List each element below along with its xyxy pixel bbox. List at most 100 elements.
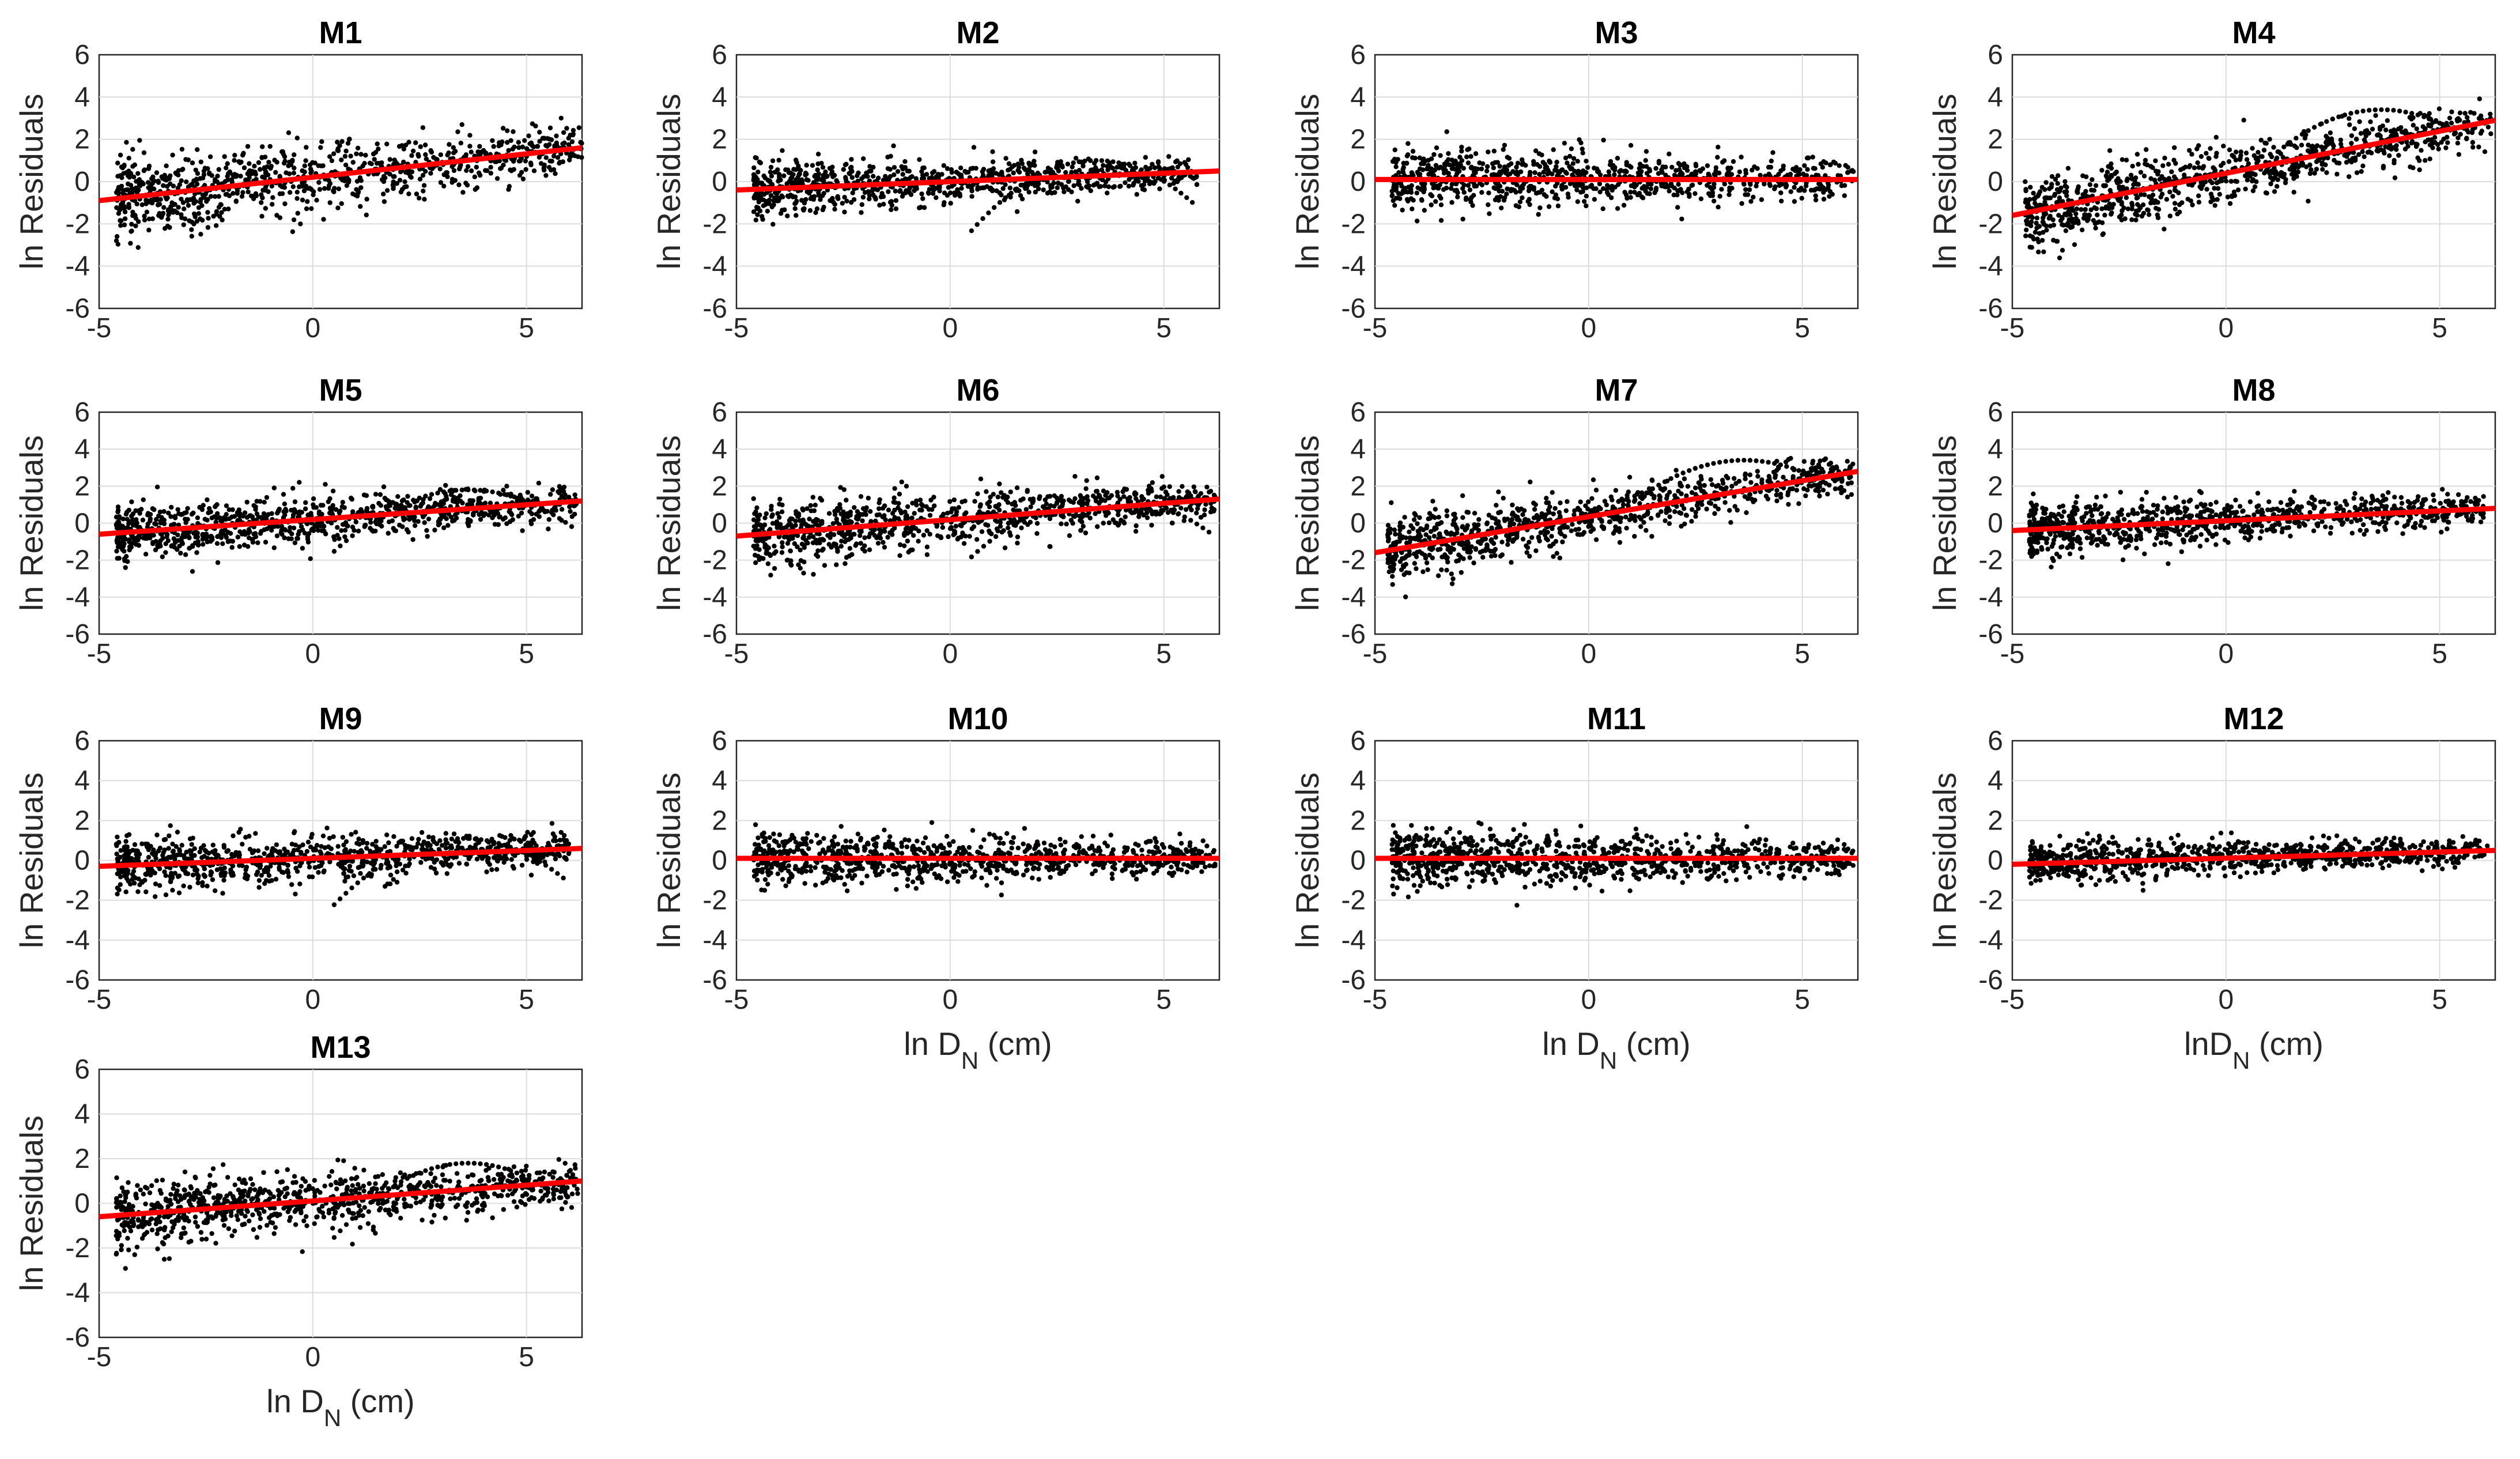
scatter-point — [2036, 249, 2041, 255]
scatter-point — [2403, 110, 2408, 115]
scatter-point — [115, 504, 121, 510]
scatter-point — [464, 168, 469, 173]
scatter-point — [1404, 197, 1410, 202]
scatter-point — [810, 163, 815, 168]
scatter-point — [925, 190, 931, 195]
scatter-point — [1550, 189, 1555, 194]
scatter-point — [1430, 181, 1435, 186]
scatter-point — [753, 193, 758, 198]
scatter-point — [886, 176, 891, 182]
scatter-point — [569, 524, 575, 529]
y-tick-label: 0 — [712, 167, 727, 197]
scatter-point — [959, 186, 964, 191]
scatter-point — [1417, 166, 1423, 171]
scatter-point — [321, 217, 326, 222]
scatter-point — [788, 170, 793, 176]
scatter-point — [472, 174, 477, 179]
scatter-point — [2196, 165, 2202, 170]
scatter-point — [477, 144, 482, 149]
scatter-point — [760, 214, 765, 219]
scatter-point — [811, 572, 816, 577]
scatter-point — [2063, 228, 2069, 233]
scatter-point — [491, 144, 496, 149]
scatter-point — [1690, 182, 1695, 188]
scatter-point — [1576, 168, 1581, 174]
scatter-point — [237, 529, 243, 534]
scatter-point — [165, 217, 171, 222]
scatter-point — [479, 510, 484, 515]
scatter-point — [1574, 181, 1580, 186]
scatter-point — [944, 166, 950, 171]
scatter-point — [300, 184, 305, 189]
scatter-point — [891, 165, 897, 170]
scatter-point — [308, 556, 313, 561]
scatter-point — [1008, 194, 1013, 200]
scatter-point — [129, 514, 134, 519]
scatter-point — [253, 191, 259, 197]
scatter-point — [2212, 166, 2217, 172]
scatter-point — [2409, 139, 2415, 144]
scatter-point — [1170, 165, 1175, 171]
scatter-point — [919, 191, 924, 197]
scatter-point — [905, 504, 910, 510]
scatter-point — [427, 496, 433, 502]
scatter-point — [454, 515, 459, 521]
scatter-point — [2131, 182, 2136, 187]
scatter-point — [392, 506, 398, 511]
scatter-point — [319, 139, 324, 144]
scatter-point — [2380, 123, 2385, 129]
scatter-point — [1768, 164, 1774, 170]
scatter-point — [937, 184, 942, 190]
scatter-point — [508, 167, 513, 172]
scatter-point — [1643, 188, 1648, 194]
scatter-point — [549, 159, 554, 164]
scatter-point — [2255, 157, 2260, 162]
scatter-point — [423, 152, 428, 157]
scatter-point — [823, 169, 828, 175]
scatter-point — [2375, 133, 2380, 138]
scatter-point — [2245, 178, 2250, 183]
scatter-point — [1577, 137, 1582, 142]
scatter-point — [184, 179, 189, 184]
scatter-point — [229, 545, 235, 550]
scatter-point — [2408, 164, 2413, 169]
scatter-point — [1497, 164, 1502, 169]
scatter-point — [1453, 159, 1458, 164]
scatter-point — [2289, 167, 2294, 172]
scatter-point — [2381, 164, 2386, 169]
scatter-point — [441, 525, 447, 530]
scatter-point — [2230, 153, 2235, 158]
scatter-point — [542, 164, 547, 169]
scatter-point — [122, 204, 127, 209]
scatter-point — [2470, 145, 2476, 150]
scatter-point — [441, 172, 447, 178]
scatter-point — [247, 175, 252, 180]
y-tick-label: 6 — [74, 397, 90, 428]
scatter-point — [405, 493, 410, 499]
scatter-point — [320, 522, 325, 527]
scatter-point — [391, 526, 396, 531]
scatter-point — [919, 176, 925, 182]
scatter-point — [761, 197, 766, 203]
scatter-point — [537, 130, 542, 135]
scatter-point — [1553, 183, 1558, 189]
scatter-point — [452, 178, 458, 183]
scatter-point — [1180, 484, 1185, 489]
scatter-point — [2443, 145, 2449, 150]
scatter-point — [1810, 154, 1815, 160]
scatter-point — [2041, 249, 2046, 254]
scatter-point — [290, 229, 296, 235]
scatter-point — [1513, 171, 1518, 176]
scatter-point — [233, 199, 239, 204]
scatter-point — [2357, 119, 2362, 125]
scatter-point — [2314, 159, 2319, 164]
scatter-point — [2039, 184, 2045, 190]
scatter-point — [2073, 211, 2079, 217]
scatter-point — [1465, 183, 1471, 188]
scatter-point — [342, 178, 347, 183]
scatter-point — [363, 153, 368, 158]
y-tick-label: 0 — [1350, 167, 1366, 197]
scatter-point — [511, 129, 516, 134]
scatter-point — [893, 206, 899, 212]
scatter-point — [2271, 171, 2277, 176]
